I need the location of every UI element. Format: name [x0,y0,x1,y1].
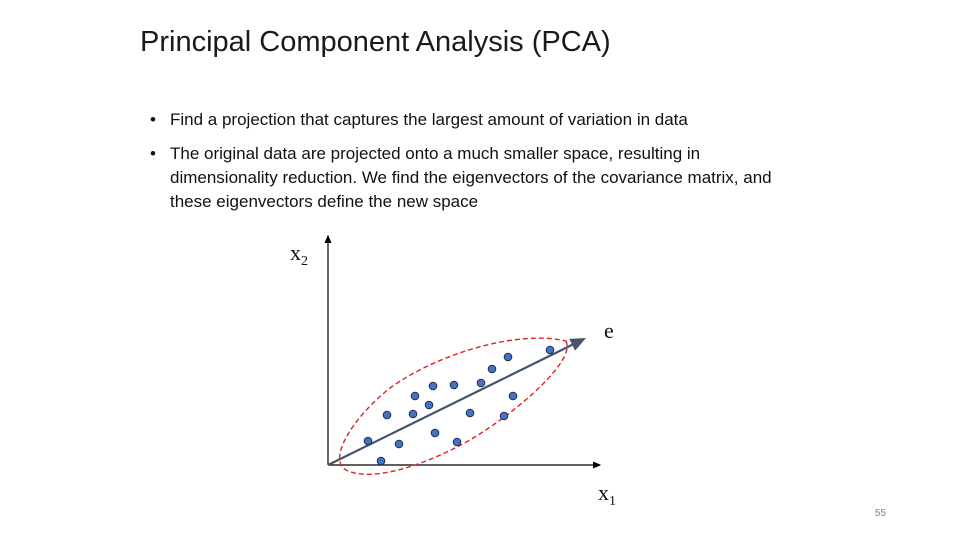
bullet-text: The original data are projected onto a m… [170,144,772,211]
data-point [476,378,486,388]
bullet-list: • Find a projection that captures the la… [150,108,810,224]
data-point [394,439,404,449]
bullet-text: Find a projection that captures the larg… [170,110,688,129]
data-point [449,380,459,390]
data-point [382,410,392,420]
data-point [376,456,386,466]
data-point [452,437,462,447]
data-point [430,428,440,438]
data-point [499,411,509,421]
slide-title: Principal Component Analysis (PCA) [140,26,611,58]
data-point [363,436,373,446]
x-axis-subscript: 1 [609,494,616,509]
data-point [465,408,475,418]
data-point [408,409,418,419]
data-spread-ellipse [339,337,568,476]
data-point [508,391,518,401]
data-point [428,381,438,391]
bullet-marker: • [150,110,156,129]
data-point [503,352,513,362]
page-number: 55 [874,508,886,519]
x-axis-label: x1 [598,480,616,509]
data-point [410,391,420,401]
y-axis-label: x2 [290,240,308,269]
eigenvector-label: e [604,318,614,343]
y-axis-subscript: 2 [301,254,308,269]
bullet-item: • The original data are projected onto a… [150,142,810,214]
bullet-marker: • [150,144,156,163]
bullet-item: • Find a projection that captures the la… [150,108,810,132]
data-point [424,400,434,410]
data-point [545,345,555,355]
data-point [487,364,497,374]
data-points [363,345,555,466]
